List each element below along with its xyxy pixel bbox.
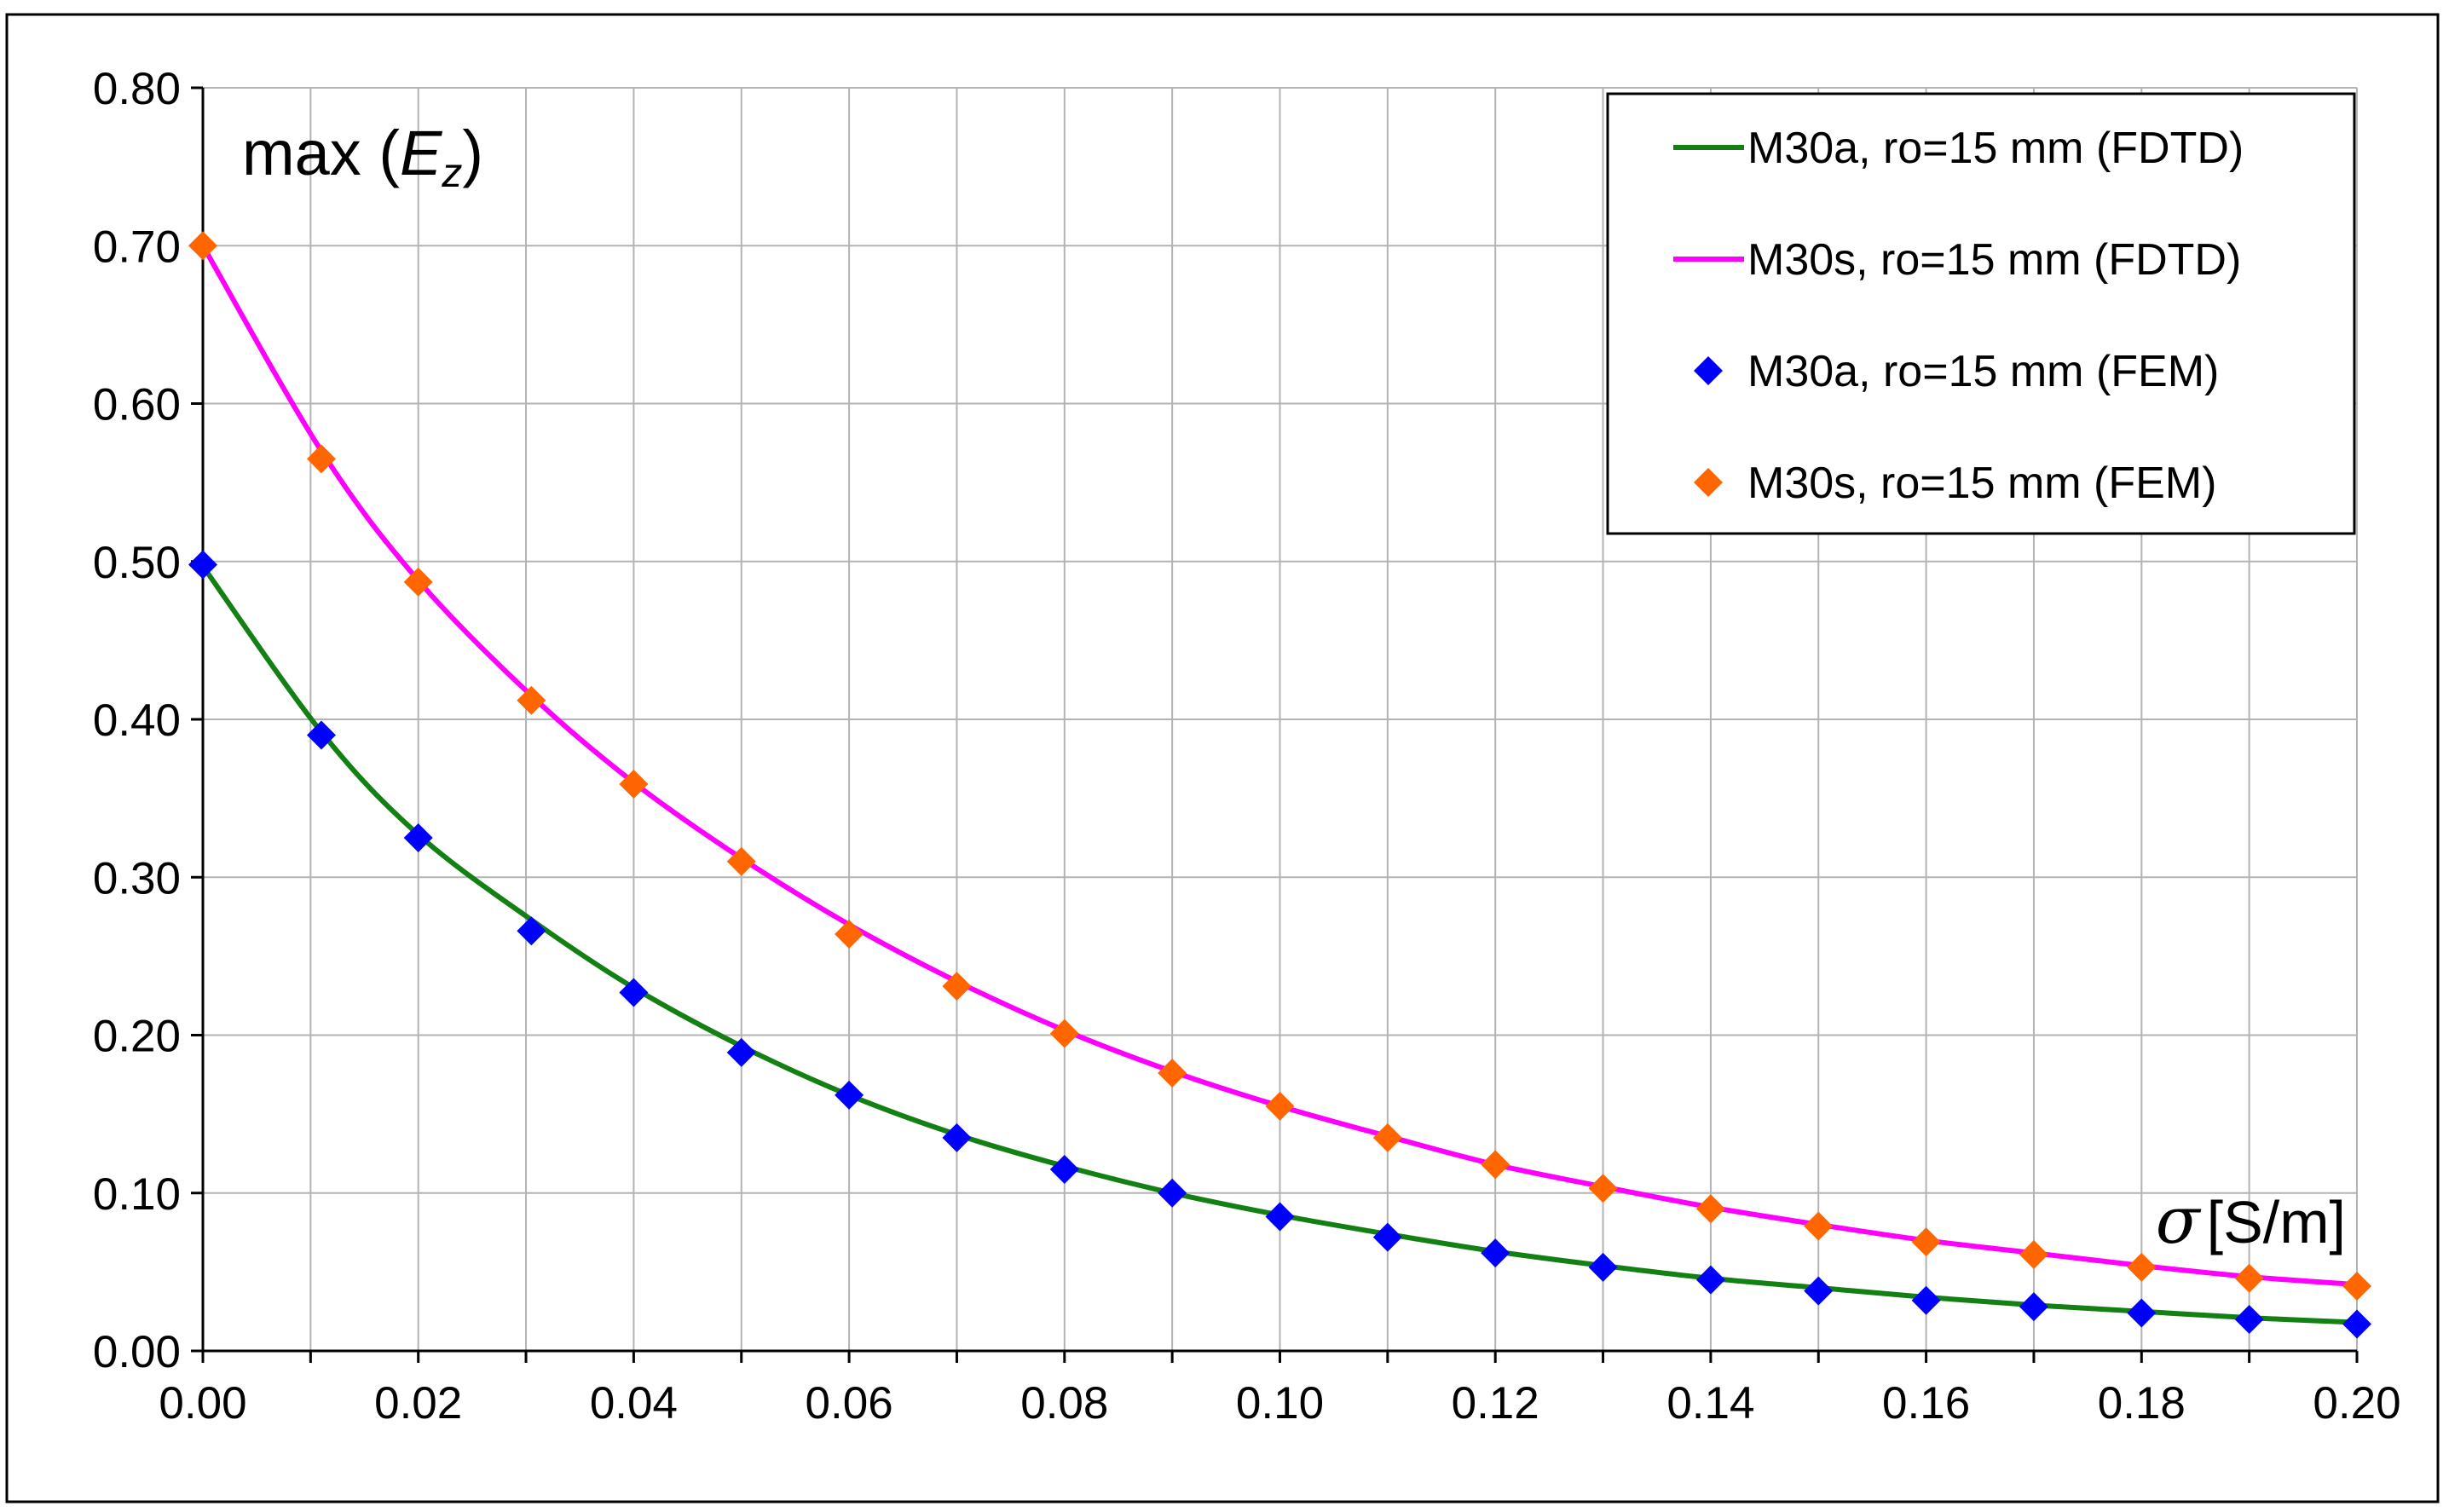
data-point — [1911, 1227, 1941, 1257]
legend: M30a, ro=15 mm (FDTD) M30s, ro=15 mm (FDT… — [1606, 92, 2356, 535]
x-tick-label: 0.04 — [590, 1378, 678, 1428]
legend-label: M30a, ro=15 mm (FEM) — [1747, 347, 2219, 396]
y-tick-label: 0.20 — [93, 1012, 181, 1062]
y-tick-label: 0.60 — [93, 380, 181, 430]
series-line — [200, 244, 2358, 1288]
data-point — [2127, 1252, 2157, 1282]
data-point — [2019, 1239, 2048, 1269]
x-tick-label: 0.14 — [1666, 1378, 1754, 1428]
data-point — [2127, 1298, 2157, 1328]
axes: 0.00 0.10 0.20 0.30 0.40 0.50 0.60 0.70 0.80 0.00… — [93, 64, 2401, 1428]
data-point — [1911, 1285, 1941, 1315]
data-point — [1481, 1150, 1510, 1180]
legend-box — [1606, 92, 2356, 535]
data-point — [942, 1122, 972, 1152]
x-axis-label: σ [S/m] — [2156, 1182, 2346, 1258]
x-tick-label: 0.20 — [2313, 1378, 2400, 1428]
x-tick-label: 0.08 — [1020, 1378, 1108, 1428]
data-point — [1695, 1265, 1725, 1295]
data-point — [1049, 1019, 1079, 1048]
x-tick-label: 0.16 — [1882, 1378, 1970, 1428]
data-point — [1804, 1276, 1834, 1306]
data-point — [2234, 1263, 2264, 1293]
x-label-unit: [S/m] — [2207, 1189, 2346, 1255]
x-tick-label: 0.12 — [1452, 1378, 1539, 1428]
x-tick-label: 0.06 — [806, 1378, 893, 1428]
data-point — [1158, 1178, 1187, 1208]
y-tick-label: 0.30 — [93, 853, 181, 903]
data-point — [942, 972, 972, 1001]
data-point — [1372, 1122, 1402, 1152]
y-tick-label: 0.00 — [93, 1327, 181, 1377]
data-point — [1265, 1202, 1295, 1232]
y-tick-label: 0.50 — [93, 538, 181, 588]
data-point — [2342, 1272, 2371, 1301]
data-point — [1588, 1174, 1618, 1203]
data-point — [835, 919, 864, 949]
data-point — [188, 231, 217, 261]
legend-label: M30a, ro=15 mm (FDTD) — [1747, 124, 2244, 173]
data-point — [1481, 1238, 1510, 1268]
y-label-prefix: max ( — [242, 118, 400, 188]
data-point — [1804, 1211, 1834, 1241]
data-point — [2342, 1309, 2371, 1339]
data-point — [403, 822, 433, 852]
legend-label: M30s, ro=15 mm (FEM) — [1747, 459, 2216, 508]
data-point — [1049, 1154, 1079, 1184]
y-tick-label: 0.40 — [93, 695, 181, 746]
data-point — [1265, 1091, 1295, 1121]
data-point — [517, 916, 546, 946]
data-point — [2234, 1304, 2264, 1334]
data-point — [726, 1037, 756, 1067]
data-point — [1158, 1058, 1187, 1088]
data-point — [2019, 1292, 2048, 1322]
legend-marker-swatch — [1694, 356, 1723, 385]
data-point — [306, 444, 336, 474]
y-tick-label: 0.70 — [93, 222, 181, 272]
data-point — [517, 685, 546, 715]
y-axis-label: max (Ez) — [242, 118, 483, 196]
data-point — [306, 720, 336, 750]
y-label-suffix: ) — [462, 118, 483, 188]
data-point — [1588, 1252, 1618, 1282]
y-tick-label: 0.80 — [93, 64, 181, 114]
y-label-sub: z — [441, 151, 462, 196]
series-layer — [188, 231, 2371, 1339]
data-point — [619, 769, 649, 799]
data-point — [403, 567, 433, 597]
x-tick-label: 0.00 — [159, 1378, 246, 1428]
x-tick-label: 0.18 — [2098, 1378, 2186, 1428]
x-label-symbol: σ — [2156, 1182, 2202, 1258]
y-tick-label: 0.10 — [93, 1169, 181, 1220]
data-point — [619, 978, 649, 1007]
data-point — [835, 1080, 864, 1110]
data-point — [1695, 1194, 1725, 1224]
legend-marker-swatch — [1694, 468, 1723, 497]
data-point — [188, 550, 217, 580]
data-point — [1372, 1222, 1402, 1252]
x-tick-label: 0.02 — [374, 1378, 462, 1428]
data-point — [726, 846, 756, 876]
x-tick-label: 0.10 — [1236, 1378, 1324, 1428]
legend-label: M30s, ro=15 mm (FDTD) — [1747, 235, 2241, 285]
y-label-var: E — [400, 118, 443, 188]
